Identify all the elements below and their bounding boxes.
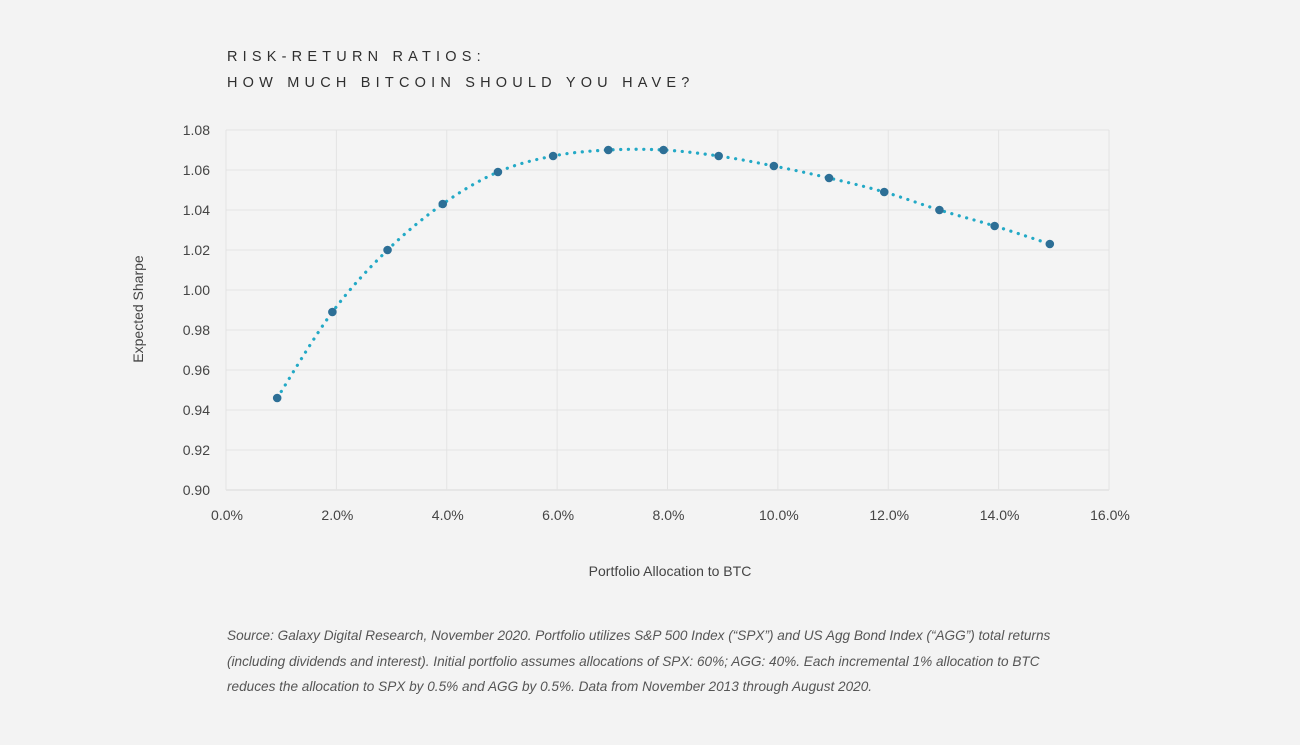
x-tick-label: 4.0% <box>432 507 464 523</box>
x-tick-label: 6.0% <box>542 507 574 523</box>
chart-title: RISK-RETURN RATIOS: HOW MUCH BITCOIN SHO… <box>227 44 695 96</box>
x-tick-label: 16.0% <box>1090 507 1130 523</box>
y-axis-tick-labels: 0.90 0.92 0.94 0.96 0.98 1.00 1.02 1.04 1.06 1.08 <box>183 122 210 498</box>
y-axis-label: Expected Sharpe <box>130 255 146 363</box>
data-point <box>493 167 503 177</box>
data-point <box>714 151 723 161</box>
data-point <box>604 145 613 155</box>
x-tick-label: 0.0% <box>211 507 243 523</box>
data-point <box>769 161 779 171</box>
data-point <box>935 205 944 215</box>
x-tick-label: 14.0% <box>980 507 1020 523</box>
y-tick-label: 1.06 <box>183 162 210 178</box>
data-point <box>383 245 392 255</box>
series-expected-sharpe <box>272 145 1055 403</box>
data-point <box>548 151 558 161</box>
data-point <box>1045 239 1055 249</box>
y-tick-label: 0.92 <box>183 442 210 458</box>
data-point <box>328 307 337 317</box>
y-tick-label: 1.08 <box>183 122 210 138</box>
x-tick-label: 8.0% <box>653 507 685 523</box>
x-axis-label: Portfolio Allocation to BTC <box>588 563 752 579</box>
y-tick-label: 1.00 <box>183 282 210 298</box>
data-point <box>879 187 889 197</box>
grid-lines <box>225 129 1110 491</box>
data-point <box>659 145 668 155</box>
data-point <box>824 173 834 183</box>
data-point <box>990 221 999 231</box>
source-note: Source: Galaxy Digital Research, Novembe… <box>227 628 1051 694</box>
chart-title-line-1: RISK-RETURN RATIOS: <box>227 49 486 65</box>
x-tick-label: 12.0% <box>869 507 909 523</box>
y-tick-label: 1.04 <box>183 202 210 218</box>
x-axis-tick-labels: 0.0% 2.0% 4.0% 6.0% 8.0% 10.0% 12.0% 14.0% 16.0% <box>211 507 1130 523</box>
data-point <box>438 199 448 209</box>
y-tick-label: 0.90 <box>183 482 210 498</box>
y-tick-label: 0.94 <box>183 402 210 418</box>
x-tick-label: 2.0% <box>321 507 353 523</box>
chart-title-line-2: HOW MUCH BITCOIN SHOULD YOU HAVE? <box>227 75 695 91</box>
y-tick-label: 0.98 <box>183 322 210 338</box>
y-tick-label: 0.96 <box>183 362 210 378</box>
y-tick-label: 1.02 <box>183 242 210 258</box>
x-tick-label: 10.0% <box>759 507 799 523</box>
data-point <box>272 393 282 403</box>
